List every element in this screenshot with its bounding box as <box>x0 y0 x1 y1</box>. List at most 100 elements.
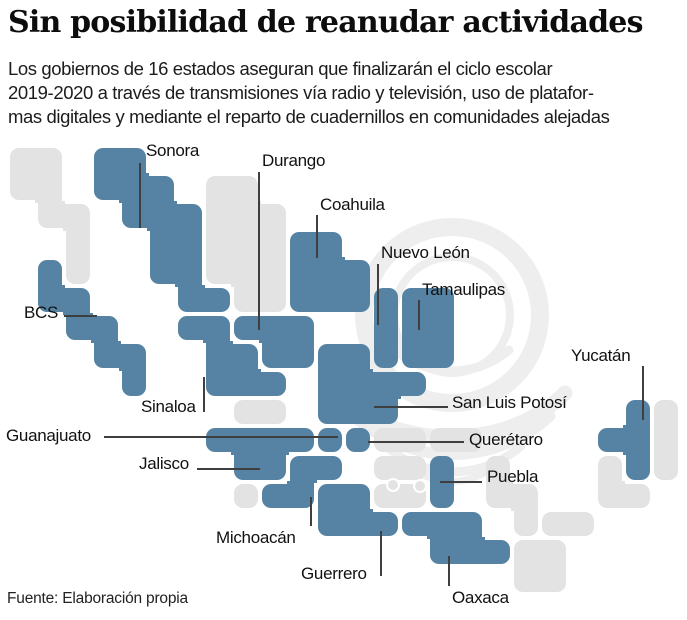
state-tile-oaxaca <box>483 540 510 564</box>
state-tile-bcs <box>94 341 121 368</box>
leader-line-puebla <box>440 481 482 483</box>
leader-line-sinaloa <box>203 377 205 412</box>
state-tile-coahuila <box>343 285 370 312</box>
state-tile-coahuila <box>315 285 345 312</box>
state-label-puebla: Puebla <box>487 467 539 486</box>
leader-line-bcs <box>64 315 97 317</box>
state-tile-yucatan <box>598 428 625 452</box>
state-tile-nuevo-leon <box>374 341 398 368</box>
state-tile-yucatan <box>626 400 650 427</box>
state-tile-muted-region-4 <box>234 484 258 508</box>
state-tile-jalisco <box>234 453 261 480</box>
state-tile-durango <box>287 316 314 343</box>
state-label-guerrero: Guerrero <box>301 564 367 583</box>
state-tile-jalisco <box>206 428 233 452</box>
state-tile-tamaulipas <box>427 288 454 315</box>
state-label-sonora: Sonora <box>146 141 200 160</box>
state-tile-muted-region-2 <box>259 229 286 259</box>
leader-line-guerrero <box>380 531 382 576</box>
state-tile-muted-region-2 <box>231 176 258 203</box>
state-tile-muted-region-10 <box>539 540 566 567</box>
state-tile-muted-region-2 <box>206 229 233 259</box>
state-tile-yucatan <box>626 453 650 480</box>
state-tile-guerrero <box>318 484 345 511</box>
state-tile-muted-region-2 <box>206 257 233 284</box>
state-label-oaxaca: Oaxaca <box>452 588 509 607</box>
state-tile-queretaro <box>346 428 370 452</box>
state-tile-san-luis-potosi <box>318 397 345 424</box>
state-tile-muted-region-10 <box>514 565 541 592</box>
state-tile-muted-region-12 <box>654 425 678 455</box>
state-tile-bcs <box>66 313 93 340</box>
state-tile-guerrero <box>318 509 345 536</box>
state-tile-yucatan <box>623 425 650 455</box>
state-tile-oaxaca <box>430 537 457 564</box>
state-tile-coahuila <box>343 260 370 287</box>
state-label-queretaro: Querétaro <box>469 430 543 449</box>
leader-line-jalisco <box>197 468 260 470</box>
leader-line-san-luis-potosi <box>374 406 448 408</box>
state-tile-tamaulipas <box>427 313 454 343</box>
state-tile-muted-region-8 <box>486 481 513 508</box>
state-tile-sonora <box>147 201 177 231</box>
source-note: Fuente: Elaboración propia <box>7 590 188 607</box>
state-tile-puebla <box>430 456 454 483</box>
tiny-state-dot-2 <box>413 479 427 493</box>
state-tile-muted-region-2 <box>234 285 261 312</box>
state-tile-sonora <box>119 148 146 175</box>
state-tile-coahuila <box>290 257 317 287</box>
state-label-durango: Durango <box>262 151 326 170</box>
state-tile-muted-region-2 <box>259 257 286 287</box>
state-tile-durango <box>234 316 261 340</box>
leader-line-michoacan <box>310 497 312 526</box>
state-tile-jalisco <box>231 428 261 455</box>
state-tile-jalisco <box>259 453 286 480</box>
state-tile-sonora <box>175 204 202 231</box>
state-tile-san-luis-potosi <box>371 397 398 424</box>
state-tile-sonora <box>175 229 202 259</box>
state-tile-jalisco <box>259 428 289 455</box>
state-label-guanajuato: Guanajuato <box>6 426 91 445</box>
state-tile-oaxaca <box>455 537 485 564</box>
state-tile-muted-region-6 <box>374 456 401 480</box>
state-tile-muted-region-8 <box>486 456 510 483</box>
state-tile-muted-region-12 <box>654 453 678 480</box>
state-tile-sonora <box>119 173 149 203</box>
leader-line-nuevo-leon <box>377 264 379 325</box>
state-tile-muted-region-11 <box>623 484 650 508</box>
state-tile-muted-region-2 <box>206 201 233 231</box>
state-tile-bcs <box>122 369 146 396</box>
leader-line-guanajuato <box>104 436 338 438</box>
state-tile-muted-region-3 <box>234 400 261 424</box>
state-label-coahuila: Coahuila <box>320 195 385 214</box>
state-label-san-luis-potosi: San Luis Potosí <box>452 393 567 412</box>
state-tile-muted-region-2 <box>206 176 233 203</box>
state-tile-guerrero <box>343 509 373 536</box>
state-tile-sonora <box>94 173 121 200</box>
state-tile-michoacan <box>262 484 289 508</box>
state-tile-muted-region-9 <box>567 512 594 536</box>
state-tile-jalisco <box>287 428 314 452</box>
leader-line-sonora <box>139 163 141 228</box>
state-label-michoacan: Michoacán <box>216 528 296 547</box>
subtitle-line-1: Los gobiernos de 16 estados aseguran que… <box>8 58 553 79</box>
state-tile-muted-region-8 <box>511 484 538 511</box>
state-tile-sonora <box>203 288 230 312</box>
state-tile-muted-region-12 <box>654 400 678 427</box>
state-label-jalisco: Jalisco <box>139 454 189 473</box>
state-tile-sinaloa <box>203 316 230 343</box>
state-tile-sinaloa <box>259 372 286 396</box>
state-tile-bcs <box>38 260 62 287</box>
state-tile-sinaloa <box>206 341 233 371</box>
state-tile-tamaulipas <box>402 288 429 315</box>
state-tile-muted-region-1 <box>38 201 65 228</box>
state-tile-sonora <box>150 257 177 284</box>
subtitle-line-3: mas digitales y mediante el reparto de c… <box>8 106 610 127</box>
state-tile-muted-region-1 <box>35 173 62 203</box>
state-tile-muted-region-1 <box>66 229 90 259</box>
state-label-bcs: BCS <box>24 303 59 322</box>
state-tile-coahuila <box>315 232 342 259</box>
state-tile-san-luis-potosi <box>399 372 426 396</box>
state-tile-muted-region-2 <box>231 201 261 231</box>
leader-line-queretaro <box>368 441 464 443</box>
